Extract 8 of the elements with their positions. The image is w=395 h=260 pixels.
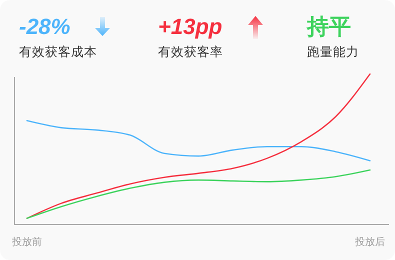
x-tick-label: 投放前 xyxy=(11,236,42,248)
text: +13pp xyxy=(158,14,222,39)
text: 有效获客率 xyxy=(158,44,223,59)
text: -28% xyxy=(19,14,70,39)
text: 有效获客成本 xyxy=(19,44,97,59)
text: 跑量能力 xyxy=(307,44,359,59)
x-tick-label: 投放后 xyxy=(354,236,385,248)
text: 持平 xyxy=(306,14,351,39)
